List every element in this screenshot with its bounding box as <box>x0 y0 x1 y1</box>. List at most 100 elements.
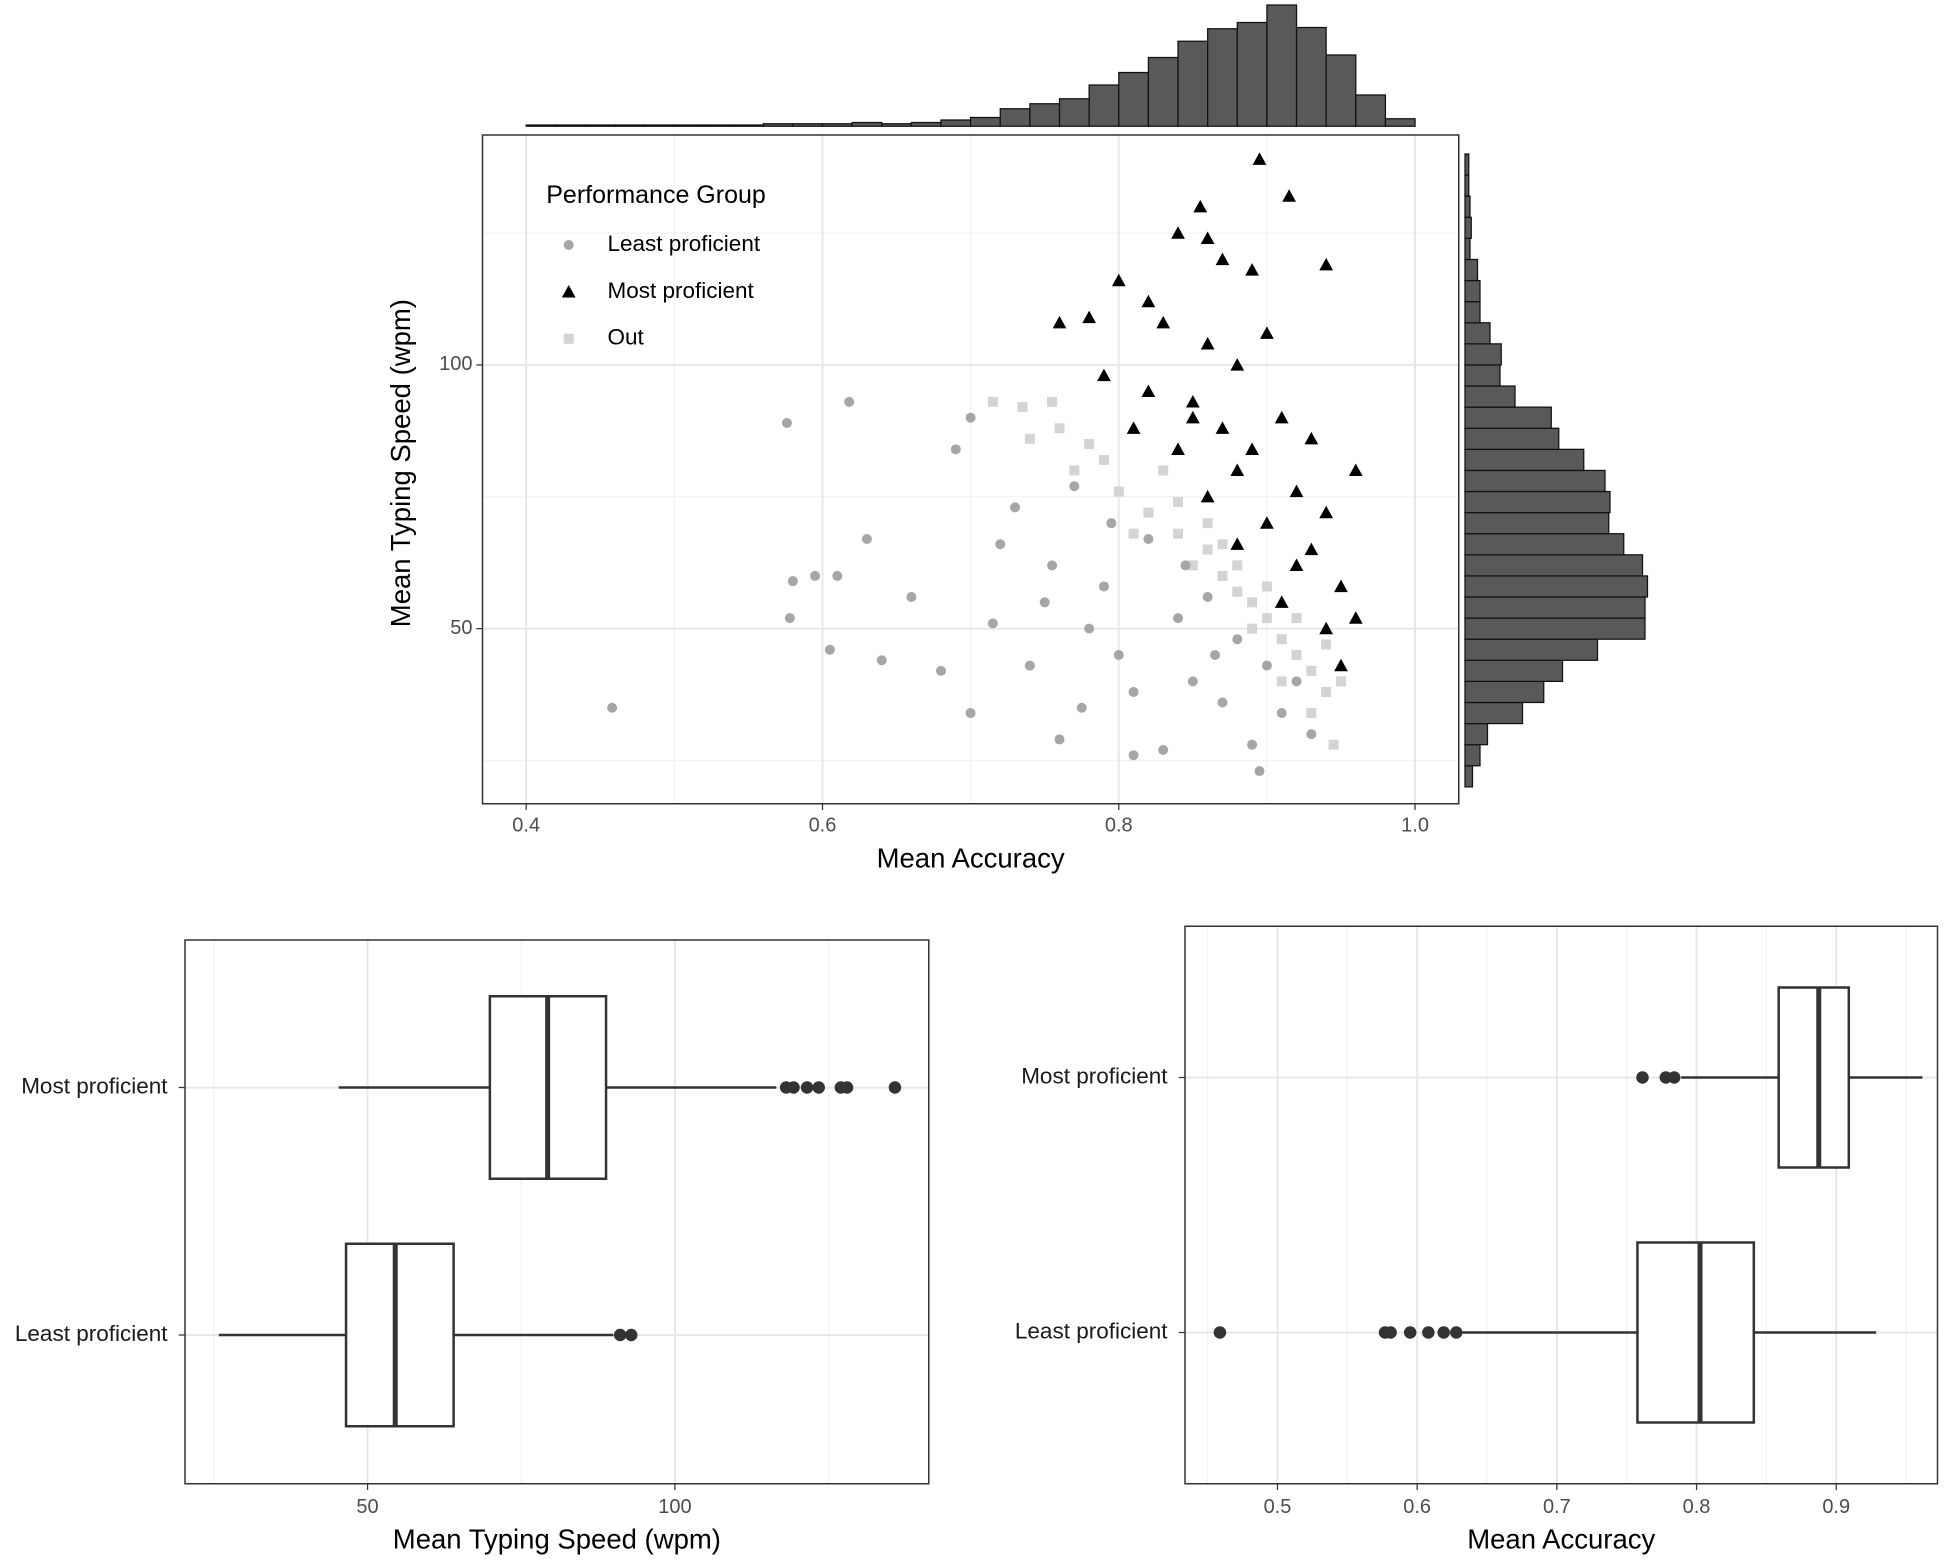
point <box>1141 384 1156 397</box>
point <box>1328 739 1339 750</box>
point <box>607 702 618 713</box>
legend-title: Performance Group <box>546 181 766 209</box>
point <box>1252 152 1267 165</box>
panel-border <box>184 939 930 1485</box>
hist-bar <box>1177 40 1209 127</box>
outlier <box>888 1081 902 1094</box>
point <box>1200 489 1215 503</box>
hist-bar <box>1464 490 1611 514</box>
x-tick-label: 0.8 <box>1105 815 1133 837</box>
point <box>1321 686 1332 697</box>
outlier <box>1450 1326 1463 1339</box>
point <box>1193 199 1208 213</box>
point <box>1069 465 1080 476</box>
panel-border <box>481 134 1460 805</box>
outlier <box>1437 1326 1450 1339</box>
hist-bar <box>1464 364 1501 387</box>
point <box>1158 744 1169 755</box>
point <box>1097 368 1111 382</box>
y-tick-label: 50 <box>450 617 472 639</box>
point <box>1232 586 1243 597</box>
hist-bar <box>555 124 587 127</box>
point <box>1217 539 1228 550</box>
point <box>1319 257 1334 271</box>
box <box>1777 986 1851 1169</box>
hist-bar <box>1088 84 1120 127</box>
hist-bar <box>940 119 972 127</box>
hist-bar <box>1464 765 1474 788</box>
x-tick-label: 50 <box>356 1496 378 1518</box>
hist-bar <box>1207 28 1238 127</box>
point <box>1141 294 1156 308</box>
hist-bar <box>1236 21 1268 127</box>
x-tick-label: 0.4 <box>512 815 540 837</box>
point <box>1111 273 1126 287</box>
point <box>784 613 795 624</box>
hist-bar <box>1464 469 1606 493</box>
hist-bar <box>1464 216 1472 239</box>
hist-bar <box>1355 94 1387 127</box>
point <box>1245 442 1259 455</box>
point <box>1010 502 1021 513</box>
point <box>987 396 998 407</box>
point <box>1128 750 1139 761</box>
point <box>1247 623 1258 634</box>
legend-label: Out <box>608 325 645 350</box>
point <box>935 665 946 676</box>
point <box>1348 463 1363 477</box>
outlier <box>1667 1071 1681 1084</box>
point <box>1185 394 1200 408</box>
point <box>1306 729 1317 740</box>
point <box>1054 423 1065 434</box>
point <box>1276 676 1287 687</box>
point <box>1039 597 1050 608</box>
hist-bar <box>792 123 824 127</box>
hist-bar <box>1384 118 1416 127</box>
point <box>1232 560 1243 571</box>
outlier <box>625 1328 638 1342</box>
point <box>1254 766 1265 777</box>
x-tick-label: 0.8 <box>1683 1496 1711 1518</box>
x-axis-title: Mean Accuracy <box>1467 1524 1655 1555</box>
point <box>1128 686 1139 697</box>
hist-bar <box>1464 385 1516 408</box>
point <box>1334 579 1348 593</box>
point <box>1306 665 1317 676</box>
point <box>1215 421 1230 434</box>
point <box>1260 516 1274 529</box>
point <box>1069 481 1080 492</box>
outlier <box>812 1081 825 1094</box>
hist-bar <box>1464 406 1552 429</box>
y-tick-label: Most proficient <box>1021 1063 1168 1088</box>
y-tick-label: 100 <box>439 353 472 375</box>
point <box>861 533 872 544</box>
point <box>1210 650 1221 661</box>
point <box>1321 639 1332 650</box>
hist-bar <box>1464 575 1649 598</box>
legend-swatch <box>563 333 574 344</box>
point <box>1232 634 1243 645</box>
legend-swatch <box>561 285 576 298</box>
y-axis-title: Mean Typing Speed (wpm) <box>385 299 416 627</box>
hist-bar <box>1464 448 1585 472</box>
point <box>1291 613 1302 624</box>
y-tick-label: Most proficient <box>21 1073 168 1098</box>
box <box>1636 1241 1756 1424</box>
y-tick-label: Least proficient <box>15 1321 168 1346</box>
point <box>1200 336 1215 350</box>
hist-bar <box>910 121 942 127</box>
point <box>995 539 1006 550</box>
point <box>1217 697 1228 708</box>
y-tick-label: Least proficient <box>1015 1318 1168 1343</box>
point <box>1076 702 1087 713</box>
point <box>965 412 976 423</box>
hist-bar <box>1464 554 1644 577</box>
point <box>1047 396 1058 407</box>
point <box>844 396 855 407</box>
point <box>1202 518 1213 529</box>
point <box>1156 315 1171 329</box>
point <box>1171 226 1185 239</box>
point <box>1024 433 1035 444</box>
point <box>1173 497 1184 508</box>
point <box>906 592 917 603</box>
